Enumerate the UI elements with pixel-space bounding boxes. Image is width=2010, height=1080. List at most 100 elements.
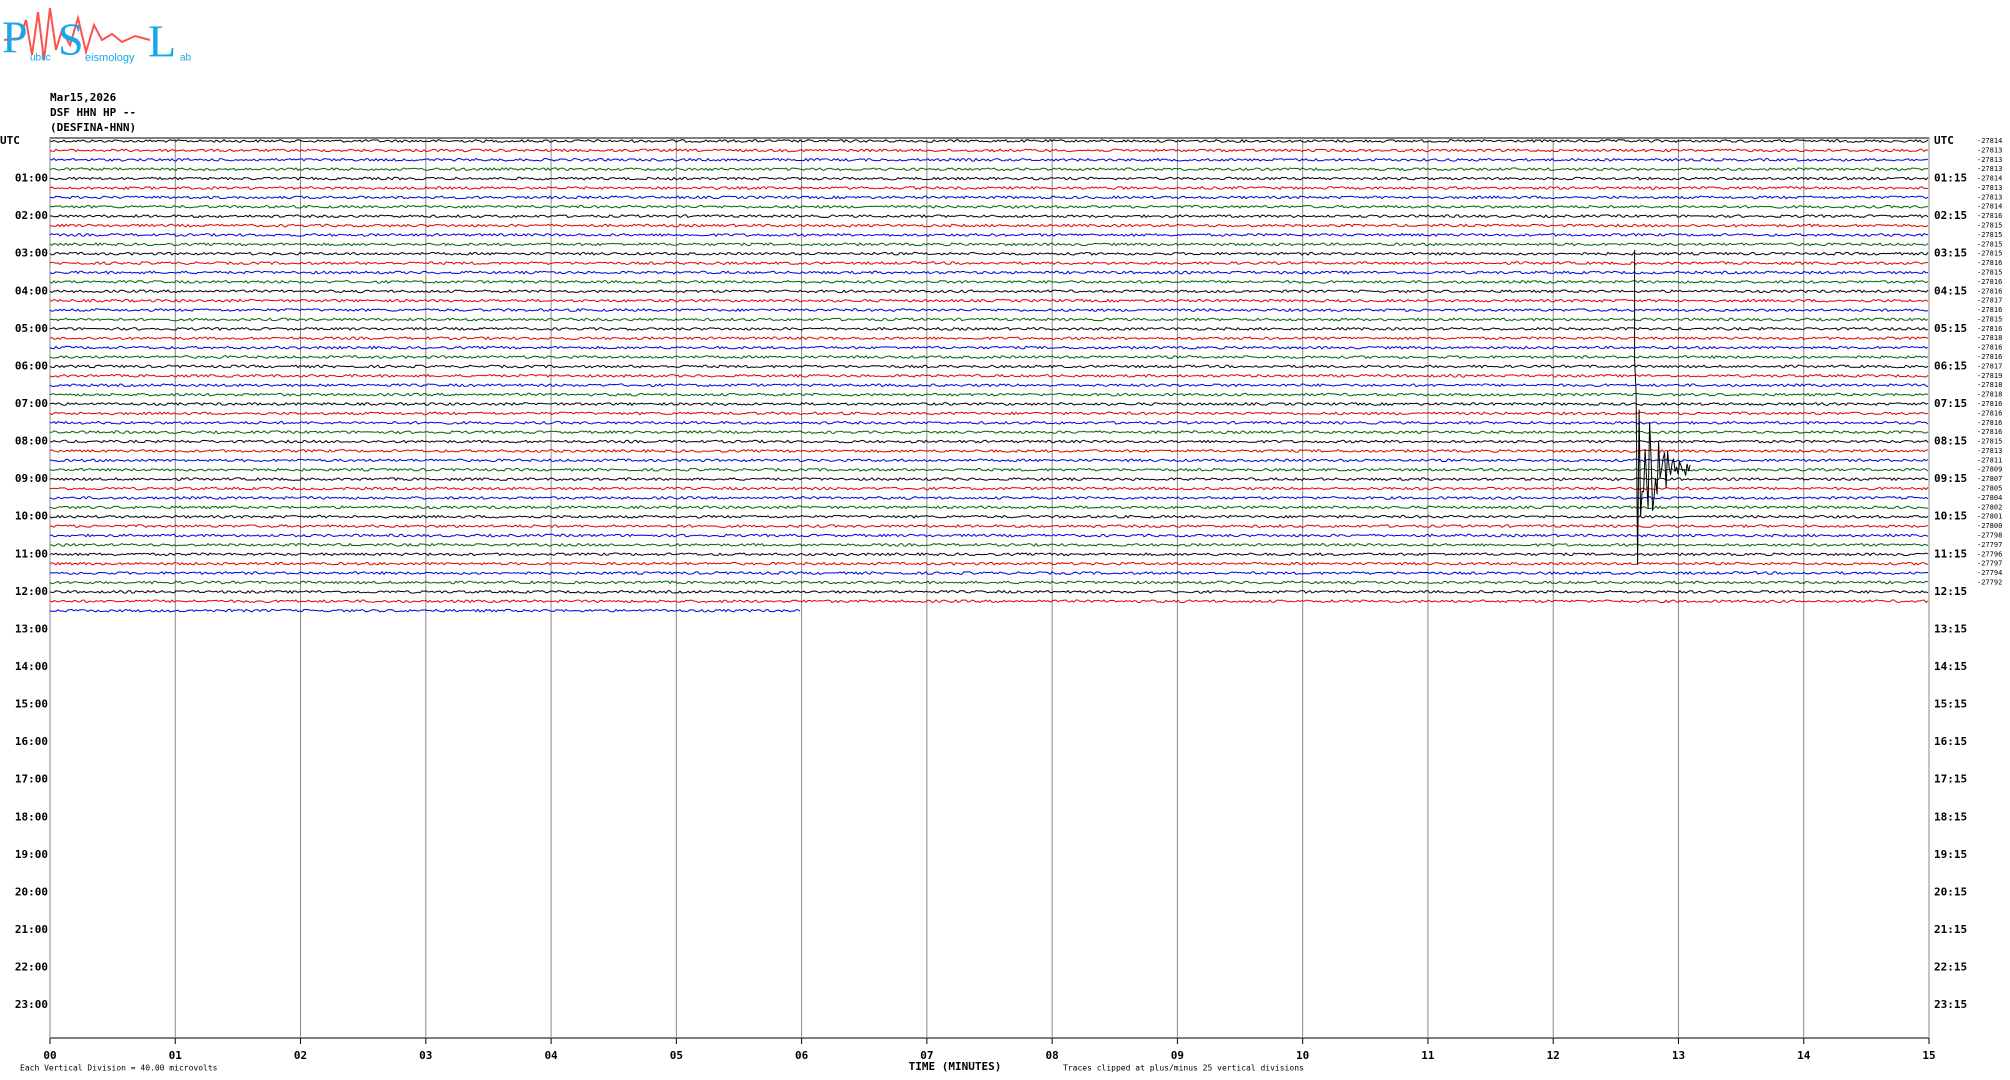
trace <box>49 533 1929 538</box>
trace <box>49 448 1929 454</box>
right-time-label: 12:15 <box>1934 585 1967 598</box>
trace-count: -27798 <box>1977 531 2002 539</box>
left-time-label: 15:00 <box>15 698 48 711</box>
trace-count: -27817 <box>1977 297 2002 305</box>
trace <box>49 571 1929 576</box>
right-time-label: 15:15 <box>1934 698 1967 711</box>
trace <box>49 608 801 613</box>
x-tick-label: 12 <box>1547 1049 1560 1062</box>
trace-count: -27815 <box>1977 315 2002 323</box>
clip-note: Traces clipped at plus/minus 25 vertical… <box>1063 1064 1304 1073</box>
x-tick-label: 07 <box>920 1049 933 1062</box>
trace <box>50 420 1929 425</box>
left-time-label: 21:00 <box>15 923 48 936</box>
trace-count: -27813 <box>1977 146 2002 154</box>
right-time-label: 13:15 <box>1934 622 1967 635</box>
trace <box>49 373 1929 378</box>
left-time-label: 14:00 <box>15 660 48 673</box>
trace-count: -27802 <box>1977 503 2002 511</box>
trace-count: -27800 <box>1977 522 2002 530</box>
trace-count: -27815 <box>1977 438 2002 446</box>
trace-count: -27797 <box>1977 541 2002 549</box>
right-time-label: 17:15 <box>1934 773 1967 786</box>
x-tick-label: 11 <box>1421 1049 1435 1062</box>
x-tick-label: 05 <box>670 1049 683 1062</box>
trace <box>49 430 1929 435</box>
left-time-label: 05:00 <box>15 322 48 335</box>
trace-count: -27797 <box>1977 560 2002 568</box>
left-time-label: 16:00 <box>15 735 48 748</box>
logo-letter: P <box>2 12 28 63</box>
trace <box>49 138 1929 143</box>
right-time-label: 03:15 <box>1934 247 1967 260</box>
trace <box>49 345 1929 350</box>
right-time-label: 18:15 <box>1934 810 1967 823</box>
right-time-label: 11:15 <box>1934 547 1967 560</box>
right-time-label: 21:15 <box>1934 923 1967 936</box>
right-time-label: 16:15 <box>1934 735 1967 748</box>
trace <box>49 214 1929 219</box>
trace <box>49 195 1929 200</box>
trace <box>49 383 1929 388</box>
trace-count: -27818 <box>1977 334 2002 342</box>
right-time-label: 14:15 <box>1934 660 1967 673</box>
trace <box>49 289 1929 294</box>
trace <box>49 439 1929 444</box>
trace-count: -27794 <box>1977 569 2002 577</box>
scale-note: Each Vertical Division = 40.00 microvolt… <box>20 1064 218 1073</box>
left-time-label: 17:00 <box>15 773 48 786</box>
trace <box>49 261 1929 266</box>
trace-count: -27816 <box>1977 287 2002 295</box>
trace-count: -27813 <box>1977 447 2002 455</box>
left-time-label: 22:00 <box>15 961 48 974</box>
trace <box>49 477 1929 482</box>
right-time-label: 20:15 <box>1934 885 1967 898</box>
trace-count: -27815 <box>1977 222 2002 230</box>
trace-count: -27805 <box>1977 485 2002 493</box>
trace-count: -27813 <box>1977 184 2002 192</box>
x-tick-label: 13 <box>1672 1049 1685 1062</box>
left-time-label: 07:00 <box>15 397 48 410</box>
trace-count: -27816 <box>1977 353 2002 361</box>
trace <box>49 552 1929 557</box>
right-time-label: 22:15 <box>1934 961 1967 974</box>
trace <box>49 176 1929 181</box>
trace <box>49 223 1929 228</box>
right-time-label: 02:15 <box>1934 209 1967 222</box>
left-time-label: 13:00 <box>15 622 48 635</box>
trace <box>49 458 1929 463</box>
trace-count: -27815 <box>1977 250 2002 258</box>
station: DSF HHN HP -- <box>50 106 136 119</box>
right-time-label: 05:15 <box>1934 322 1967 335</box>
left-time-label: 20:00 <box>15 885 48 898</box>
trace-count: -27816 <box>1977 278 2002 286</box>
x-tick-label: 00 <box>43 1049 56 1062</box>
trace <box>49 589 1929 594</box>
x-axis-title: TIME (MINUTES) <box>909 1060 1002 1073</box>
trace <box>49 307 1929 313</box>
left-time-label: 08:00 <box>15 435 48 448</box>
trace-count: -27796 <box>1977 550 2002 558</box>
trace <box>49 326 1929 331</box>
left-time-label: 10:00 <box>15 510 48 523</box>
trace-count: -27815 <box>1977 231 2002 239</box>
trace <box>49 486 1929 491</box>
trace <box>49 242 1929 247</box>
trace <box>49 279 1929 284</box>
right-time-label: 01:15 <box>1934 172 1967 185</box>
trace-count: -27811 <box>1977 456 2002 464</box>
right-time-label: UTC <box>1934 134 1954 147</box>
right-time-label: 10:15 <box>1934 510 1967 523</box>
trace-count: -27818 <box>1977 391 2002 399</box>
trace-count: -27814 <box>1977 203 2002 211</box>
logo-wave <box>3 7 151 61</box>
trace <box>49 364 1929 369</box>
x-tick-label: 04 <box>544 1049 558 1062</box>
x-tick-label: 14 <box>1797 1049 1811 1062</box>
trace <box>49 411 1929 416</box>
left-time-label: 19:00 <box>15 848 48 861</box>
trace <box>49 392 1929 397</box>
trace-count: -27819 <box>1977 372 2002 380</box>
right-time-label: 19:15 <box>1934 848 1967 861</box>
trace <box>49 251 1929 256</box>
